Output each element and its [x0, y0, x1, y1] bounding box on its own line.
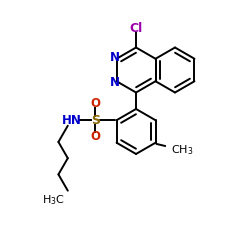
Text: CH$_3$: CH$_3$	[171, 143, 194, 157]
Text: Cl: Cl	[130, 22, 143, 35]
Text: O: O	[90, 98, 100, 110]
Text: O: O	[90, 130, 100, 143]
Text: N: N	[110, 51, 120, 64]
Text: HN: HN	[62, 114, 82, 127]
Text: S: S	[91, 114, 100, 127]
Text: N: N	[110, 76, 120, 89]
Text: H$_3$C: H$_3$C	[42, 194, 65, 207]
